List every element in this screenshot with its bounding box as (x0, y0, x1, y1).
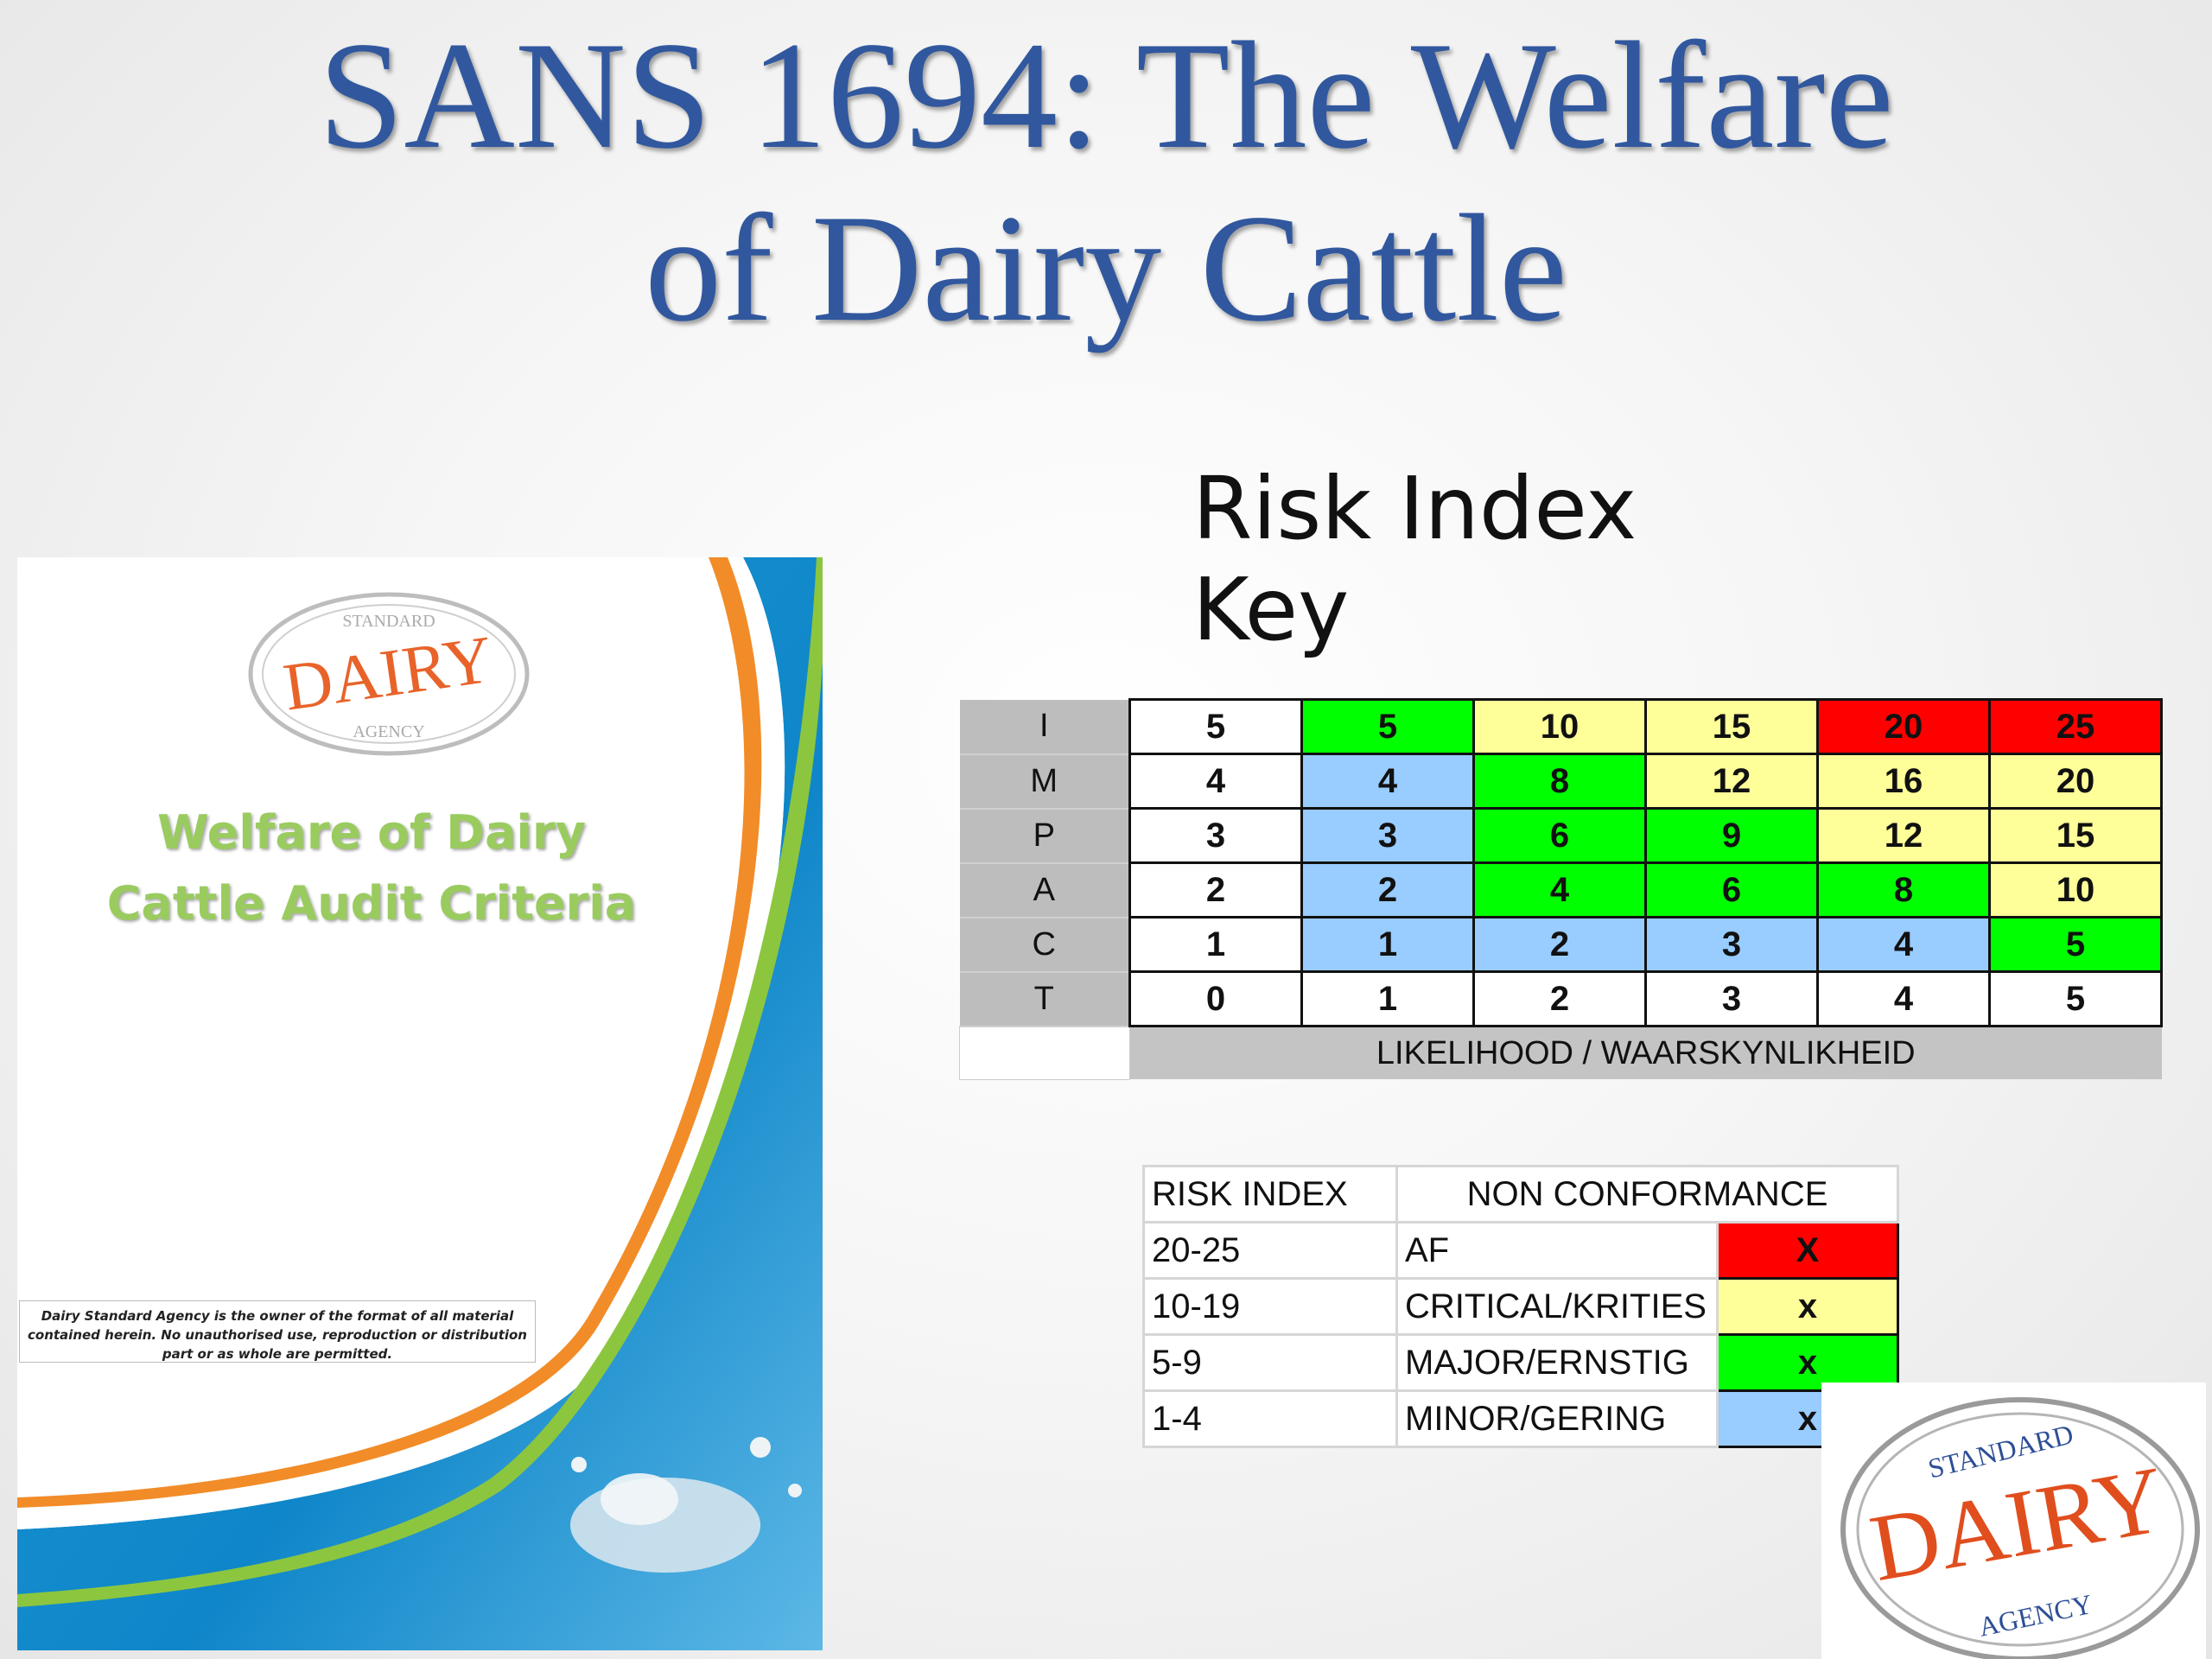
matrix-cell: 10 (1988, 861, 2163, 918)
cover-title-line-1: Welfare of Dairy (157, 805, 586, 860)
legend-nonconformance-label: MAJOR/ERNSTIG (1395, 1333, 1719, 1392)
legend-color-swatch: X (1716, 1221, 1899, 1280)
legend-nonconformance-label: AF (1395, 1221, 1719, 1280)
matrix-cell: 12 (1644, 753, 1819, 810)
matrix-cell: 15 (1988, 807, 2163, 864)
legend-risk-range: 1-4 (1142, 1389, 1398, 1448)
slide-title-line-1: SANS 1694: The Welfare (318, 10, 1894, 181)
legend-risk-range: 10-19 (1142, 1277, 1398, 1336)
likelihood-axis-row: LIKELIHOOD / WAARSKYNLIKHEID (959, 1026, 2162, 1080)
matrix-row: M 4 4 8 12 16 20 (959, 753, 2163, 810)
matrix-row: A 2 2 4 6 8 10 (959, 861, 2163, 918)
matrix-cell: 4 (1816, 970, 1991, 1027)
risk-index-key-heading: Risk Index Key (1192, 458, 1637, 660)
matrix-cell: 2 (1472, 970, 1647, 1027)
legend-color-swatch: x (1716, 1277, 1899, 1336)
legend-nonconformance-label: CRITICAL/KRITIES (1395, 1277, 1719, 1336)
audit-criteria-cover: STANDARD DAIRY AGENCY Welfare of Dairy C… (17, 557, 823, 1650)
matrix-cell: 10 (1472, 698, 1647, 755)
legend-row: 5-9 MAJOR/ERNSTIG x (1142, 1333, 1899, 1392)
matrix-cell: 4 (1128, 753, 1303, 810)
impact-axis-letter: I (959, 699, 1130, 755)
legend-row: 10-19 CRITICAL/KRITIES x (1142, 1277, 1899, 1336)
impact-axis-letter: C (959, 917, 1130, 973)
matrix-cell: 1 (1300, 916, 1475, 973)
matrix-cell: 5 (1300, 698, 1475, 755)
matrix-cell: 12 (1816, 807, 1991, 864)
matrix-cell: 4 (1472, 861, 1647, 918)
legend-row: 20-25 AF X (1142, 1221, 1899, 1280)
matrix-cell: 5 (1988, 970, 2163, 1027)
matrix-cell: 4 (1300, 753, 1475, 810)
slide-title-line-2: of Dairy Cattle (645, 182, 1567, 353)
risk-matrix: I 5 5 10 15 20 25 M 4 4 8 12 16 20 P 3 3 6 9 12 15 A 2 2 4 6 8 10 C 1… (959, 698, 2163, 1080)
legend-row: 1-4 MINOR/GERING x (1142, 1389, 1899, 1448)
logo-text-dairy: DAIRY (279, 621, 497, 725)
matrix-cell: 6 (1644, 861, 1819, 918)
legend-header-non-conformance: NON CONFORMANCE (1395, 1165, 1899, 1224)
risk-index-legend: RISK INDEX NON CONFORMANCE 20-25 AF X 10-19… (1142, 1165, 1899, 1448)
matrix-cell: 16 (1816, 753, 1991, 810)
standard-dairy-agency-stamp: STANDARD DAIRY AGENCY (1821, 1382, 2206, 1659)
logo-text-standard: STANDARD (342, 612, 435, 631)
legend-header-row: RISK INDEX NON CONFORMANCE (1142, 1165, 1899, 1224)
matrix-cell: 5 (1128, 698, 1303, 755)
copyright-note: Dairy Standard Agency is the owner of th… (19, 1300, 536, 1363)
matrix-row: P 3 3 6 9 12 15 (959, 807, 2163, 864)
matrix-cell: 8 (1472, 753, 1647, 810)
impact-axis-letter: M (959, 753, 1130, 810)
matrix-cell: 2 (1472, 916, 1647, 973)
legend-risk-range: 20-25 (1142, 1221, 1398, 1280)
matrix-cell: 20 (1988, 753, 2163, 810)
matrix-cell: 9 (1644, 807, 1819, 864)
matrix-cell: 8 (1816, 861, 1991, 918)
matrix-cell: 2 (1128, 861, 1303, 918)
logo-text-agency: AGENCY (353, 722, 424, 741)
matrix-cell: 6 (1472, 807, 1647, 864)
matrix-cell: 1 (1300, 970, 1475, 1027)
matrix-cell: 25 (1988, 698, 2163, 755)
matrix-cell: 0 (1128, 970, 1303, 1027)
matrix-row: I 5 5 10 15 20 25 (959, 698, 2163, 755)
matrix-cell: 4 (1816, 916, 1991, 973)
matrix-cell: 2 (1300, 861, 1475, 918)
matrix-cell: 3 (1300, 807, 1475, 864)
cover-wave-decoration (17, 557, 823, 1650)
standard-dairy-agency-logo: STANDARD DAIRY AGENCY (248, 592, 530, 756)
cover-title-line-2: Cattle Audit Criteria (106, 876, 637, 931)
legend-header-risk-index: RISK INDEX (1142, 1165, 1398, 1224)
slide-title: SANS 1694: The Welfare of Dairy Cattle (0, 9, 2212, 354)
matrix-cell: 20 (1816, 698, 1991, 755)
matrix-cell: 15 (1644, 698, 1819, 755)
impact-axis-letter: P (959, 808, 1130, 864)
matrix-cell: 3 (1128, 807, 1303, 864)
axis-corner-blank (959, 1026, 1130, 1080)
impact-axis-letter: T (959, 971, 1130, 1027)
matrix-cell: 3 (1644, 970, 1819, 1027)
cover-title: Welfare of Dairy Cattle Audit Criteria (69, 798, 674, 939)
legend-risk-range: 5-9 (1142, 1333, 1398, 1392)
matrix-cell: 5 (1988, 916, 2163, 973)
legend-color-swatch: x (1716, 1333, 1899, 1392)
impact-axis-letter: A (959, 862, 1130, 918)
matrix-cell: 1 (1128, 916, 1303, 973)
matrix-cell: 3 (1644, 916, 1819, 973)
legend-nonconformance-label: MINOR/GERING (1395, 1389, 1719, 1448)
likelihood-axis-label: LIKELIHOOD / WAARSKYNLIKHEID (1129, 1026, 2162, 1079)
